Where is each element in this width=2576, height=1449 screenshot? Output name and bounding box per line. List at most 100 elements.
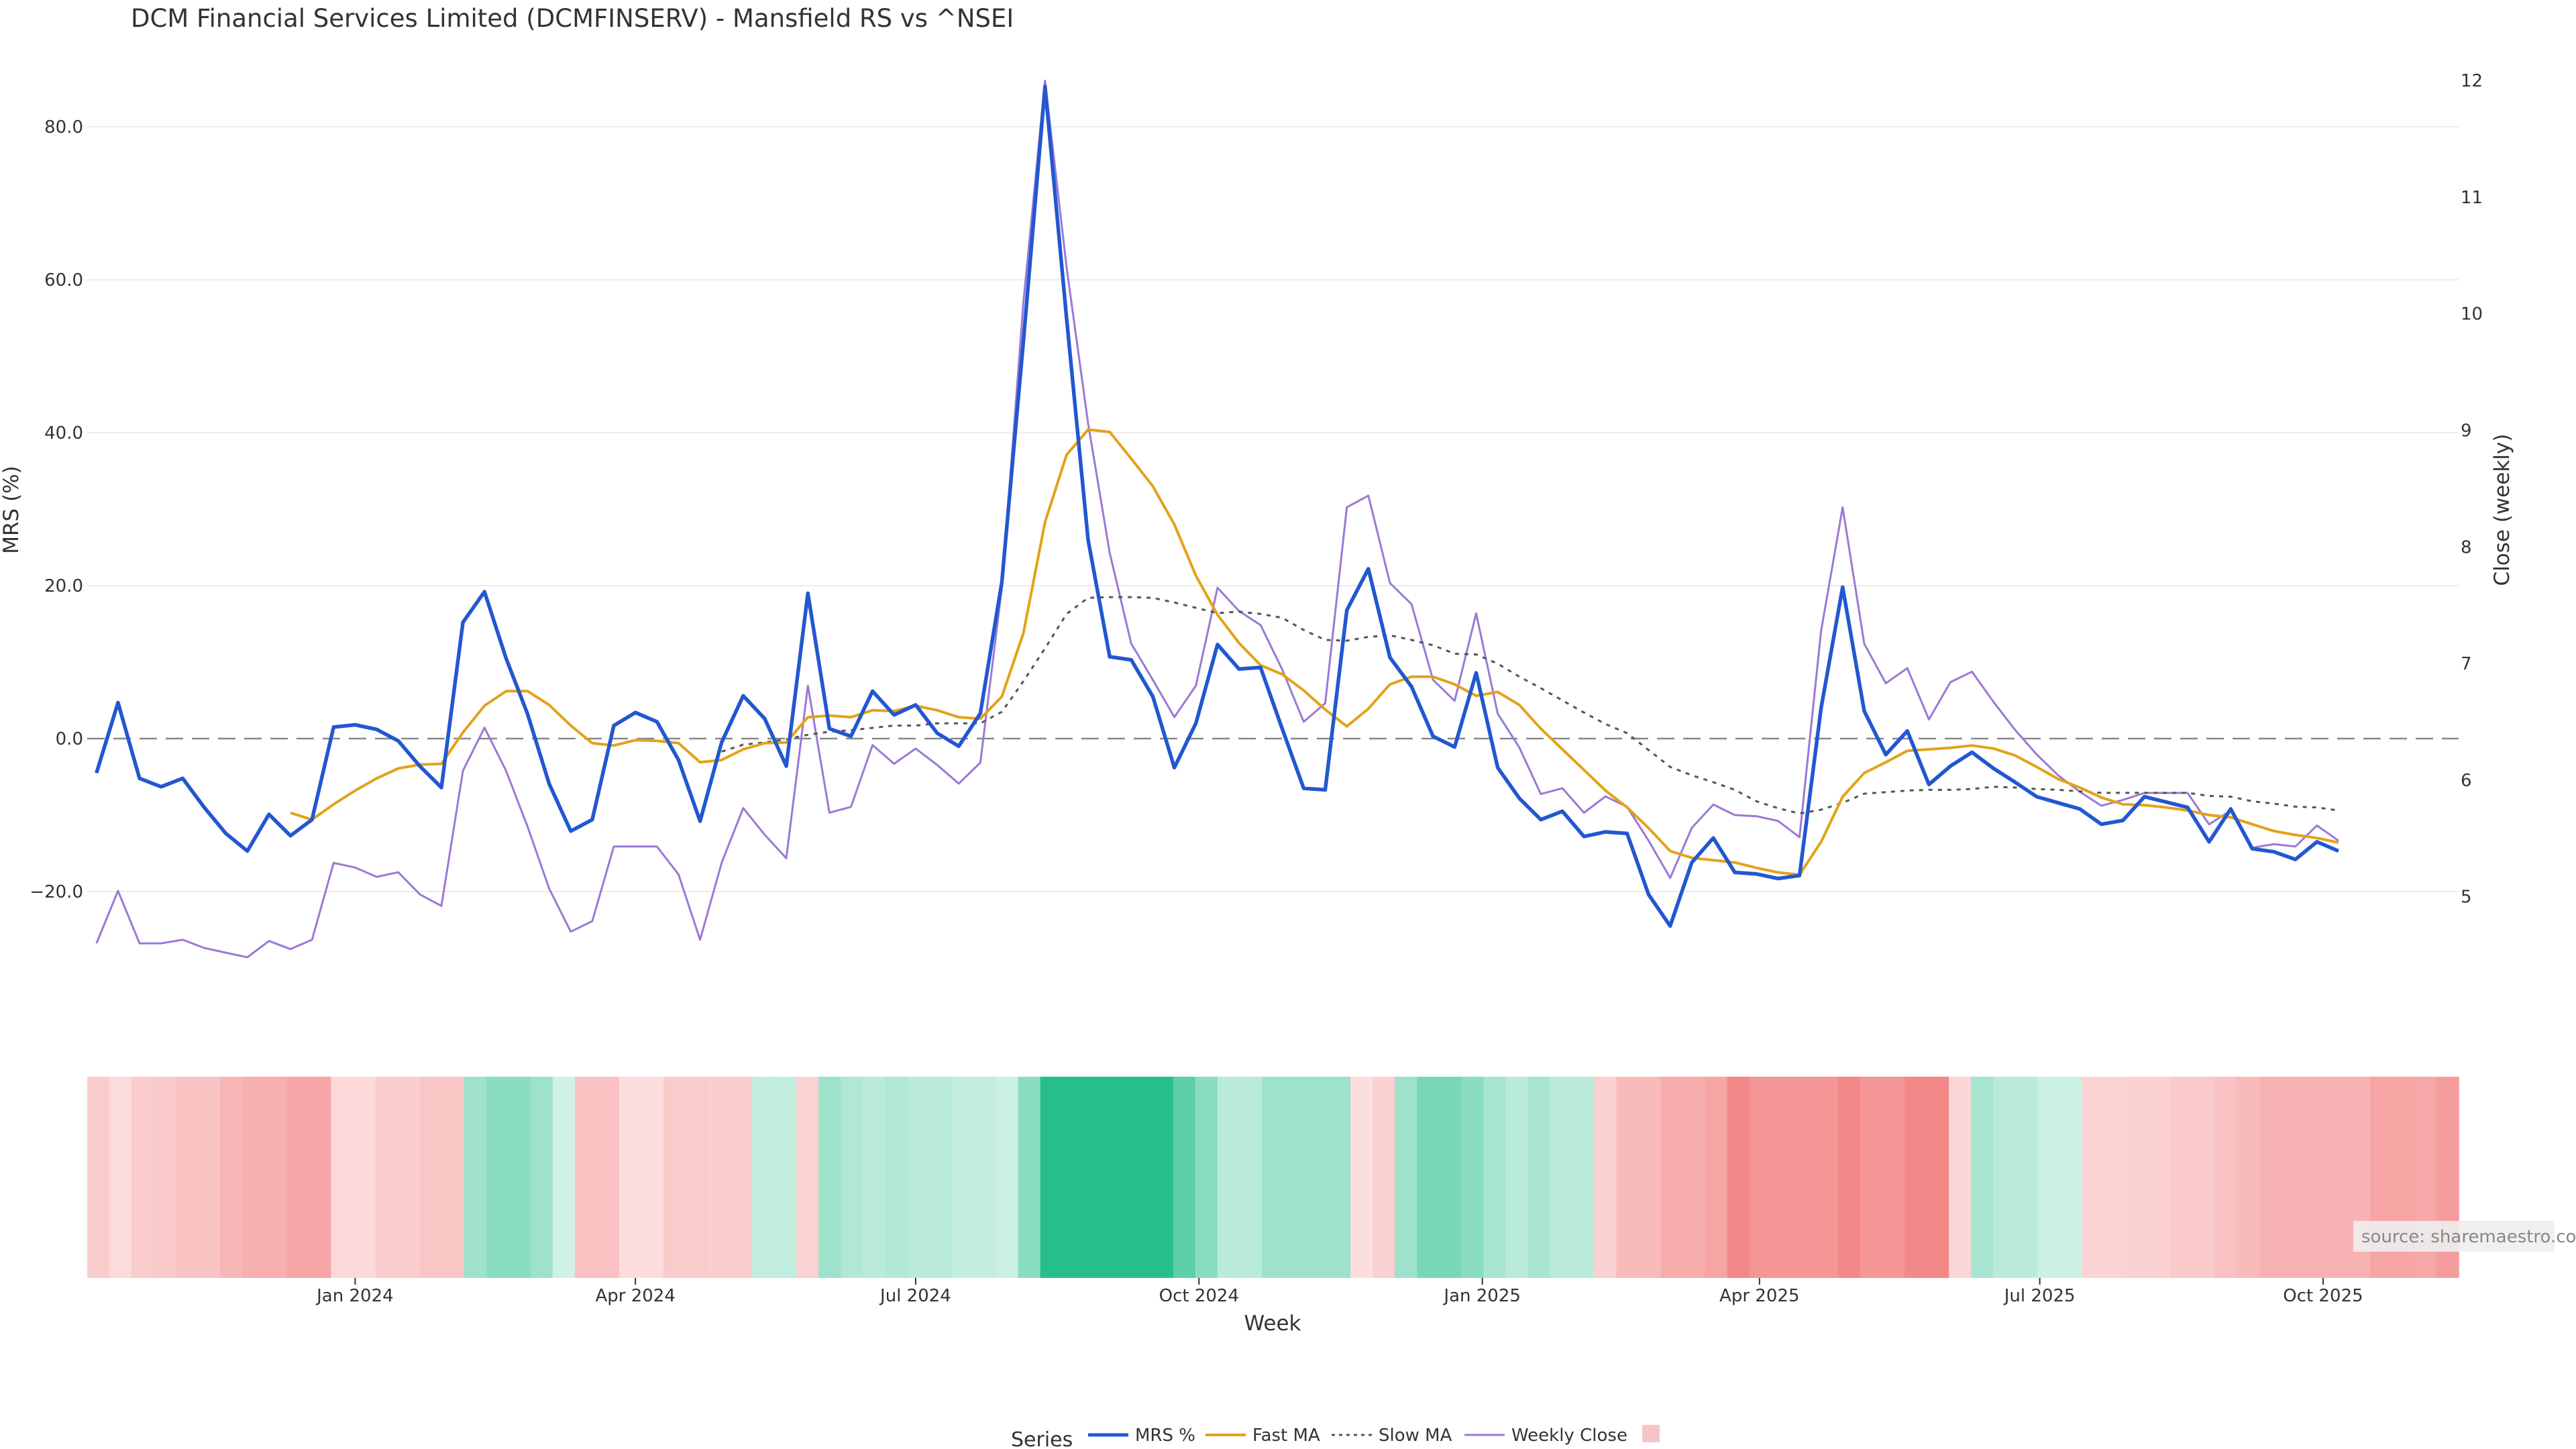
y-tick-label: 0.0 [56,729,83,749]
heatmap-cell [686,1077,708,1278]
heatmap-cell [1660,1077,1684,1278]
heatmap-cell [2059,1077,2083,1278]
y2-tick-label: 11 [2461,188,2483,208]
heatmap-cell [2192,1077,2216,1278]
heatmap-cell [774,1077,797,1278]
heatmap-cell [486,1077,509,1278]
heatmap-cell [885,1077,908,1278]
legend-label: Fast MA [1252,1426,1320,1446]
heatmap-cell [641,1077,664,1278]
legend-label: Weekly Close [1511,1426,1627,1446]
y2-tick-label: 5 [2461,888,2472,908]
heatmap-cell [1062,1077,1085,1278]
heatmap-cell [1527,1077,1551,1278]
source-label: source: sharemaestro.com [2361,1227,2576,1247]
y-tick-label: 20.0 [44,576,83,596]
heatmap-cell [1173,1077,1196,1278]
heatmap-cell [530,1077,553,1278]
heatmap-cell [1727,1077,1750,1278]
heatmap-cell [1395,1077,1418,1278]
x-axis-title: Week [1244,1311,1301,1336]
y-axis-ticks: −20.0 0.0 20.0 40.0 60.0 80.0 [30,117,83,902]
y2-axis-ticks: 5 6 7 8 9 10 11 12 [2461,71,2483,907]
heatmap-cell [1793,1077,1817,1278]
heatmap-cell [508,1077,531,1278]
y-tick-label: −20.0 [30,882,83,902]
y2-tick-label: 12 [2461,71,2483,91]
heatmap-cell [752,1077,775,1278]
chart-title: DCM Financial Services Limited (DCMFINSE… [131,4,1014,33]
heatmap-cell [1993,1077,2017,1278]
y2-tick-label: 8 [2461,537,2472,557]
heatmap-cell [929,1077,953,1278]
heatmap-cell [863,1077,886,1278]
heatmap-cell [1417,1077,1440,1278]
legend-label: Slow MA [1379,1426,1452,1446]
heatmap-cell [264,1077,288,1278]
y2-axis-title: Close (weekly) [2490,434,2514,586]
heatmap-cell [2259,1077,2282,1278]
mrs-line [95,84,2340,928]
grid-lines [87,126,2459,892]
heatmap-cell [286,1077,310,1278]
heatmap-cell [1239,1077,1263,1278]
heatmap-cell [1749,1077,1772,1278]
heatmap-cell [1837,1077,1861,1278]
heatmap-cell [1128,1077,1152,1278]
legend: Series MRS % Fast MA Slow MA Weekly Close [1011,1425,1660,1449]
heatmap-cell [1927,1077,1949,1278]
heatmap-cell [2104,1077,2127,1278]
x-tick-label: Jul 2024 [879,1286,951,1306]
heatmap-cell [1328,1077,1351,1278]
heatmap-cell [242,1077,266,1278]
heatmap-cell [1616,1077,1640,1278]
x-axis-ticks: Jan 2024 Apr 2024 Jul 2024 Oct 2024 Jan 2025… [315,1278,2363,1306]
heatmap-cell [1705,1077,1728,1278]
heatmap-cell [419,1077,443,1278]
y2-tick-label: 6 [2461,771,2472,791]
heatmap-cell [2037,1077,2061,1278]
heatmap-cell [1594,1077,1617,1278]
heatmap-cell [708,1077,731,1278]
heatmap-cell [1461,1077,1485,1278]
heatmap-cell [1040,1077,1063,1278]
weekly-close-line [95,79,2339,959]
heatmap-cell [1306,1077,1329,1278]
heatmap-cell [1261,1077,1285,1278]
legend-label: MRS % [1135,1426,1195,1446]
y2-tick-label: 7 [2461,654,2472,674]
heatmap-cell [109,1077,132,1278]
heatmap-cell [1882,1077,1905,1278]
heatmap-cell [951,1077,975,1278]
heatmap-cell [1815,1077,1839,1278]
heatmap-cell [796,1077,820,1278]
heatmap-cell [730,1077,753,1278]
y2-tick-label: 10 [2461,305,2483,325]
heatmap-cell [1106,1077,1130,1278]
heatmap-cell [1483,1077,1507,1278]
heatmap-cell [1439,1077,1462,1278]
heatmap-cell [2281,1077,2304,1278]
fast-ma-line [290,428,2339,876]
slow-ma-line [721,596,2339,815]
heatmap-cell [1150,1077,1174,1278]
source-badge: source: sharemaestro.com [2353,1221,2576,1252]
heatmap-cell [2214,1077,2238,1278]
heatmap-cell [973,1077,997,1278]
heatmap-cell [2082,1077,2105,1278]
heatmap-cell [1350,1077,1373,1278]
x-tick-label: Oct 2025 [2283,1286,2363,1306]
series-lines [95,79,2340,959]
heatmap-cell [1195,1077,1218,1278]
heatmap-cell [1971,1077,1994,1278]
heatmap-cell [1682,1077,1706,1278]
heatmap-cell [353,1077,376,1278]
heatmap-cell [176,1077,199,1278]
heatmap-cell [397,1077,421,1278]
heatmap-cell [1084,1077,1108,1278]
heatmap-cell [1505,1077,1529,1278]
heatmap-cell [2126,1077,2149,1278]
heatmap-cell [2325,1077,2349,1278]
heatmap-cell [1860,1077,1883,1278]
